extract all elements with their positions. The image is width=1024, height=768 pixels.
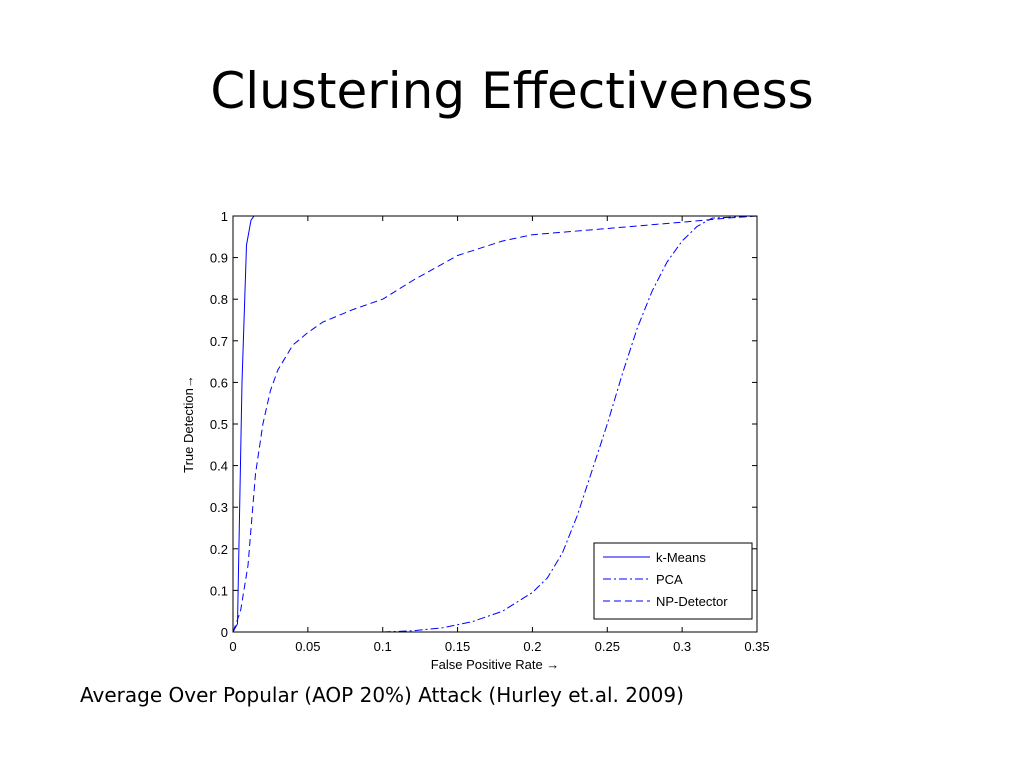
slide-caption: Average Over Popular (AOP 20%) Attack (H… <box>80 683 684 707</box>
y-tick-label: 0.9 <box>210 251 228 266</box>
plot-frame <box>232 215 758 633</box>
tick-layer: 0 0.05 0.1 0.15 0.2 0.25 0.3 0.35 0 0.1 0.2 0.3 0.4 0… <box>210 209 770 654</box>
slide-title: Clustering Effectiveness <box>210 62 814 120</box>
y-tick-label: 0.2 <box>210 542 228 557</box>
y-tick-label: 0.8 <box>210 292 228 307</box>
x-tick-label: 0 <box>229 639 236 654</box>
x-tick-label: 0.2 <box>523 639 541 654</box>
legend: k-Means PCA NP-Detector <box>593 542 753 620</box>
x-tick-label: 0.15 <box>445 639 470 654</box>
legend-label-pca: PCA <box>656 572 683 587</box>
x-axis-label: False Positive Rate → <box>431 657 560 672</box>
series-line-np-detector <box>232 215 758 633</box>
x-tick-label: 0.1 <box>374 639 392 654</box>
y-tick-label: 0.3 <box>210 500 228 515</box>
y-tick-label: 0 <box>221 625 228 640</box>
y-tick-label: 0.4 <box>210 459 228 474</box>
x-tick-label: 0.3 <box>673 639 691 654</box>
legend-label-k-means: k-Means <box>656 550 706 565</box>
legend-box <box>593 542 753 620</box>
x-tick-label: 0.25 <box>595 639 620 654</box>
y-tick-label: 0.1 <box>210 583 228 598</box>
x-tick-label: 0.35 <box>744 639 769 654</box>
x-tick-label: 0.05 <box>295 639 320 654</box>
y-tick-label: 1 <box>221 209 228 224</box>
y-tick-label: 0.5 <box>210 417 228 432</box>
y-axis-label: True Detection→ <box>181 375 196 473</box>
y-tick-label: 0.7 <box>210 334 228 349</box>
legend-label-np-detector: NP-Detector <box>656 594 728 609</box>
y-tick-label: 0.6 <box>210 375 228 390</box>
